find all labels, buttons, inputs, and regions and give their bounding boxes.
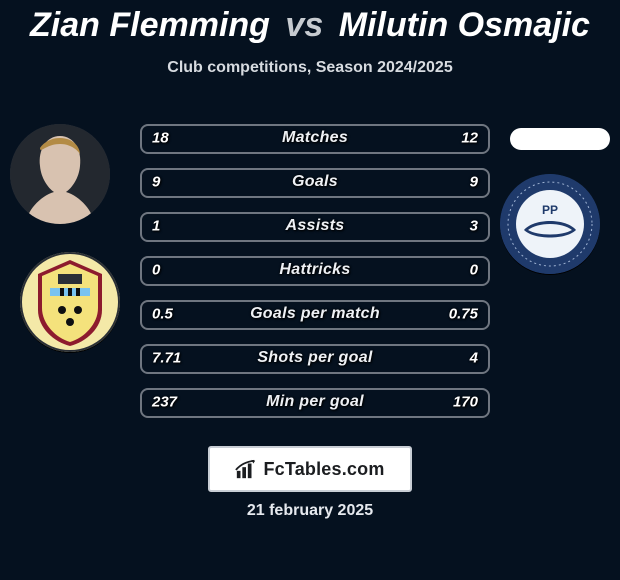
stat-p2-value: 0 xyxy=(470,262,478,279)
player2-name: Milutin Osmajic xyxy=(339,6,590,44)
stat-label: Goals per match xyxy=(142,305,488,323)
player1-club-crest xyxy=(20,252,120,352)
stat-row: 1 Assists 3 xyxy=(140,212,490,242)
stat-row: 18 Matches 12 xyxy=(140,124,490,154)
stat-row: 0 Hattricks 0 xyxy=(140,256,490,286)
stat-label: Matches xyxy=(142,129,488,147)
stat-p2-value: 170 xyxy=(453,394,478,411)
stat-row: 237 Min per goal 170 xyxy=(140,388,490,418)
svg-text:PP: PP xyxy=(542,203,558,217)
stat-label: Assists xyxy=(142,217,488,235)
stat-row: 9 Goals 9 xyxy=(140,168,490,198)
silhouette-icon xyxy=(10,124,110,224)
date-label: 21 february 2025 xyxy=(0,502,620,520)
brand-badge: FcTables.com xyxy=(208,446,412,492)
stat-label: Goals xyxy=(142,173,488,191)
stat-label: Shots per goal xyxy=(142,349,488,367)
stats-container: 18 Matches 12 9 Goals 9 1 Assists 3 0 Ha… xyxy=(140,124,490,432)
stat-p2-value: 12 xyxy=(461,130,478,147)
stat-row: 0.5 Goals per match 0.75 xyxy=(140,300,490,330)
stat-p2-value: 0.75 xyxy=(449,306,478,323)
stat-row: 7.71 Shots per goal 4 xyxy=(140,344,490,374)
crest-icon: PP xyxy=(500,174,600,274)
subtitle: Club competitions, Season 2024/2025 xyxy=(0,59,620,77)
stat-label: Min per goal xyxy=(142,393,488,411)
vs-label: vs xyxy=(285,6,323,44)
stat-p2-value: 9 xyxy=(470,174,478,191)
stat-p2-value: 4 xyxy=(470,350,478,367)
player2-club-crest: PP xyxy=(500,174,600,274)
stat-label: Hattricks xyxy=(142,261,488,279)
player1-photo xyxy=(10,124,110,224)
brand-text: FcTables.com xyxy=(263,459,384,480)
page-title: Zian Flemming vs Milutin Osmajic xyxy=(0,0,620,45)
player2-photo xyxy=(510,128,610,150)
player1-name: Zian Flemming xyxy=(30,6,270,44)
stat-p2-value: 3 xyxy=(470,218,478,235)
crest-icon xyxy=(20,252,120,352)
bar-chart-icon xyxy=(235,458,257,480)
